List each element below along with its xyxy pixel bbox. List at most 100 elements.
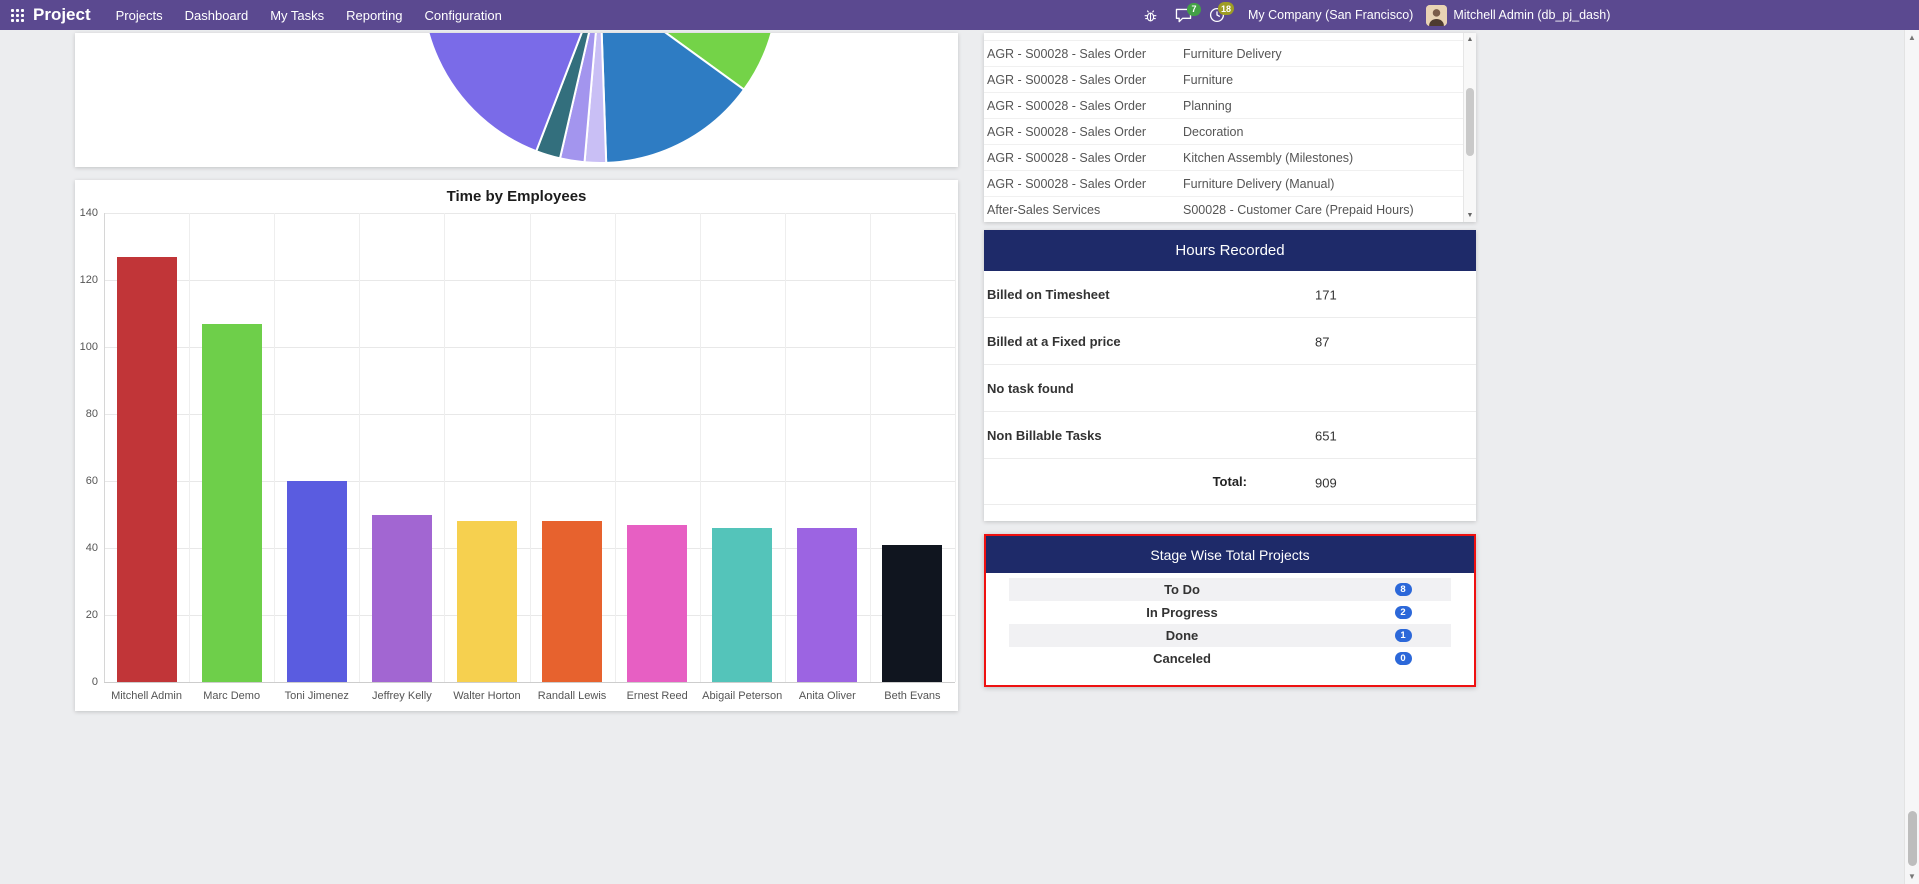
v-gridline	[529, 213, 531, 682]
pie-slice-0[interactable]	[600, 33, 777, 91]
menu-item-configuration[interactable]: Configuration	[424, 7, 502, 23]
task-name-cell: Furniture Delivery	[1183, 46, 1282, 61]
page-scroll-up-icon[interactable]: ▲	[1908, 33, 1916, 42]
apps-menu-icon[interactable]	[11, 8, 24, 22]
task-row[interactable]: AGR - S00028 - Sales Order Kitchen Assemb…	[984, 145, 1463, 171]
page-scrollbar[interactable]: ▲ ▼	[1904, 30, 1919, 884]
time-by-employees-card: Time by Employees 0 20 40 60 80 100 120 140 Mitc…	[75, 180, 958, 711]
stage-row-in-progress[interactable]: In Progress 2	[1009, 601, 1451, 624]
page-scrollbar-thumb[interactable]	[1908, 811, 1917, 866]
pie-chart-card	[75, 33, 958, 167]
y-tick-label: 140	[79, 207, 98, 219]
x-category-label: Walter Horton	[453, 690, 521, 702]
bar-abigail-peterson[interactable]	[712, 527, 773, 682]
pie-slice-1[interactable]	[600, 33, 746, 164]
x-category-label: Ernest Reed	[626, 690, 688, 702]
x-category-label: Beth Evans	[884, 690, 941, 702]
task-project-cell: After-Sales Services	[987, 202, 1101, 217]
y-tick-label: 80	[85, 408, 98, 420]
stage-count-badge: 8	[1394, 583, 1412, 596]
user-avatar[interactable]	[1426, 4, 1448, 26]
tasks-table-body: AGR - S00028 - Sales Order Furniture Deli…	[984, 33, 1463, 222]
stage-wise-card: Stage Wise Total Projects To Do 8 In Progr…	[984, 534, 1476, 687]
clock-icon	[1209, 7, 1225, 23]
x-category-label: Jeffrey Kelly	[371, 690, 432, 702]
stage-row-canceled[interactable]: Canceled 0	[1009, 647, 1451, 670]
menu-item-my-tasks[interactable]: My Tasks	[270, 7, 325, 23]
avatar-silhouette-icon	[1426, 4, 1448, 26]
bug-icon	[1144, 9, 1157, 22]
hours-row-billed-on-timesheet: Billed on Timesheet 171	[984, 271, 1476, 318]
bar-marc-demo[interactable]	[201, 323, 262, 682]
hours-row-non-billable-tasks: Non Billable Tasks 651	[984, 412, 1476, 459]
task-row[interactable]: AGR - S00028 - Sales Order Planning	[984, 93, 1463, 119]
hours-row-value: 87	[1315, 334, 1330, 350]
message-count-badge: 7	[1187, 2, 1201, 16]
bar-randall-lewis[interactable]	[542, 521, 603, 682]
task-project-cell: AGR - S00028 - Sales Order	[987, 124, 1147, 139]
y-tick-label: 20	[85, 609, 98, 621]
activities-menu[interactable]: 18	[1209, 2, 1234, 23]
v-gridline	[189, 213, 191, 682]
stage-row-done[interactable]: Done 1	[1009, 624, 1451, 647]
v-gridline	[104, 213, 105, 682]
task-name-cell: Kitchen Assembly (Milestones)	[1183, 150, 1354, 165]
task-project-cell: AGR - S00028 - Sales Order	[987, 176, 1147, 191]
stage-row-label: In Progress	[1146, 605, 1218, 620]
task-row[interactable]: AGR - S00028 - Sales Order Decoration	[984, 119, 1463, 145]
task-row[interactable]: After-Sales Services S00028 - Customer Ca…	[984, 197, 1463, 222]
task-project-cell: AGR - S00028 - Sales Order	[987, 150, 1147, 165]
task-name-cell: Furniture	[1183, 72, 1234, 87]
task-project-cell: AGR - S00028 - Sales Order	[987, 98, 1147, 113]
scroll-up-icon[interactable]: ▲	[1466, 36, 1474, 43]
tasks-scrollbar[interactable]: ▲ ▼	[1463, 33, 1476, 222]
v-gridline	[274, 213, 276, 682]
app-name[interactable]: Project	[33, 5, 91, 24]
bar-beth-evans[interactable]	[882, 544, 943, 682]
stage-row-to-do[interactable]: To Do 8	[1009, 578, 1451, 601]
v-gridline	[614, 213, 616, 682]
page-scroll-down-icon[interactable]: ▼	[1908, 872, 1916, 881]
bar-ernest-reed[interactable]	[627, 524, 688, 682]
x-category-label: Toni Jimenez	[284, 690, 349, 702]
menu-item-reporting[interactable]: Reporting	[346, 7, 403, 23]
company-switcher[interactable]: My Company (San Francisco)	[1248, 8, 1414, 22]
bar-anita-oliver[interactable]	[797, 527, 858, 682]
h-gridline	[104, 682, 955, 683]
scroll-down-icon[interactable]: ▼	[1466, 212, 1474, 219]
task-project-cell: AGR - S00028 - Sales Order	[987, 46, 1147, 61]
y-tick-label: 120	[79, 274, 98, 286]
tasks-scrollbar-thumb[interactable]	[1466, 88, 1474, 156]
task-row[interactable]: AGR - S00028 - Sales Order Furniture Deli…	[984, 41, 1463, 67]
x-category-label: Mitchell Admin	[111, 690, 182, 702]
bar-toni-jimenez[interactable]	[286, 481, 347, 682]
pie-svg	[422, 33, 777, 164]
x-category-label: Abigail Peterson	[702, 690, 783, 702]
hours-row-label: No task found	[987, 380, 1074, 396]
task-row[interactable]: AGR - S00028 - Sales Order Furniture	[984, 67, 1463, 93]
task-row-partial	[984, 33, 1463, 41]
messages-menu[interactable]: 7	[1175, 2, 1201, 23]
pie-slice-5[interactable]	[422, 33, 600, 153]
y-tick-label: 40	[85, 542, 98, 554]
y-tick-label: 60	[85, 475, 98, 487]
bar-walter-horton[interactable]	[456, 521, 517, 682]
bar-mitchell-admin[interactable]	[116, 256, 177, 682]
debug-menu[interactable]	[1143, 8, 1158, 23]
hours-row-value: 651	[1315, 428, 1337, 444]
stage-row-label: Done	[1165, 628, 1199, 643]
menu-item-projects[interactable]: Projects	[115, 7, 163, 23]
navbar-systray: 7 18 My Company (San Francisco) Mitchell…	[1143, 0, 1610, 30]
hours-total-label: Total:	[1212, 474, 1247, 489]
hours-recorded-card: Hours Recorded Billed on Timesheet 171 Bil…	[984, 230, 1476, 521]
bar-jeffrey-kelly[interactable]	[371, 514, 432, 682]
stage-badge-box: 0	[1355, 652, 1451, 665]
y-tick-label: 0	[91, 676, 98, 688]
menu-item-dashboard[interactable]: Dashboard	[184, 7, 249, 23]
stage-badge-box: 8	[1355, 583, 1451, 596]
x-category-label: Marc Demo	[203, 690, 261, 702]
user-menu[interactable]: Mitchell Admin (db_pj_dash)	[1453, 8, 1611, 22]
navbar-menu: Projects Dashboard My Tasks Reporting Config…	[105, 0, 513, 30]
task-row[interactable]: AGR - S00028 - Sales Order Furniture Deli…	[984, 171, 1463, 197]
